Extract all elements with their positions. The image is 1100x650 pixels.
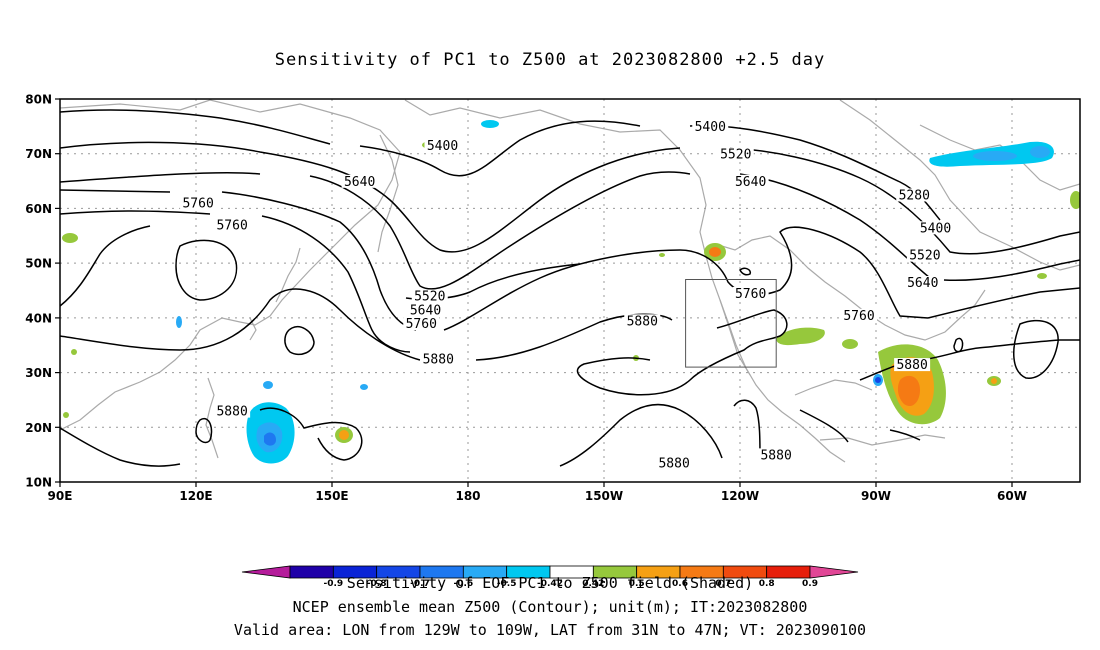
colorbar-arrow-high [809,565,859,579]
contour-label: 5520 [720,147,751,162]
colorbar-tick-label: -0.6 [453,579,473,589]
contour-label-bg [214,218,251,232]
contour-label: 5880 [760,448,791,463]
caption-valid-area: Valid area: LON from 129W to 109W, LAT f… [233,621,867,639]
contour-label-bg [656,456,693,470]
contour-label: 5760 [182,197,213,212]
lat-label: 50N [25,257,52,271]
contour-label: 5640 [907,276,938,291]
contour-label: 5640 [410,303,441,318]
plot-frame [59,98,1081,483]
contour-label-bg [732,286,769,300]
lon-label: 90W [861,489,891,503]
contour-label: 5760 [406,317,437,332]
contour-label: 5880 [658,457,689,472]
colorbar-tick-label: -0.8 [367,579,387,589]
contour-label-bg [732,174,769,188]
contour-label-bg [407,303,444,317]
contour-label: 5280 [899,188,930,203]
contour-label-bg [403,317,440,331]
contour-5760-high [175,239,238,301]
latitude-labels: 80N 70N 60N 50N 40N 30N 20N 10N [25,93,52,490]
contour-label: 5520 [909,249,940,264]
contour-5760 [60,189,171,193]
contour-label: 5400 [427,139,458,154]
colorbar-tick-label: -0.42 [537,579,563,589]
colorbar: -0.9 -0.8 -0.7 -0.6 -0.5 -0.42 0.42 0.5 0.6 0.7 0.… [241,565,859,589]
contour-label: 5760 [843,309,874,324]
contour-label-bg [180,196,217,210]
lon-label: 120E [179,489,212,503]
lon-label: 90E [48,489,73,503]
contour-label-bg [624,314,661,328]
valid-area-box [685,279,777,368]
colorbar-tick-label: -0.9 [323,579,343,589]
lon-label: 150E [315,489,348,503]
contour-label: 5640 [735,175,766,190]
contour-label-bg [917,221,954,235]
longitude-labels: 90E 120E 150E 180 150W 120W 90W 60W [48,489,1027,503]
lat-label: 10N [25,476,52,490]
contour-label: 5760 [216,219,247,234]
lat-label: 80N [25,93,52,107]
contour-label: 5880 [896,358,927,373]
graticule [60,99,1080,482]
contour-label-bg [424,139,461,153]
contour-label: 5400 [695,120,726,135]
contour-label: 5520 [414,290,445,305]
lon-label: 60W [997,489,1027,503]
lat-label: 70N [25,147,52,161]
contour-label-bg [341,174,378,188]
colorbar-tick-label: 0.9 [802,579,818,589]
contour-label-bg [841,308,877,322]
z500-contours [60,109,1080,467]
lon-label: 150W [585,489,623,503]
lat-label: 20N [25,421,52,435]
axis-ticks [55,98,1013,487]
contour-label-bg [758,448,795,462]
contour-label-bg [420,352,457,366]
contour-label-bg [896,188,933,202]
contour-5640 [60,171,261,183]
colorbar-tick-label: 0.8 [759,579,775,589]
colorbar-tick-label: 0.7 [715,579,731,589]
lat-label: 30N [25,366,52,380]
lat-label: 40N [25,311,52,325]
contour-label-bg [894,358,931,372]
contour-5880 [60,225,151,307]
contour-label: 5880 [423,353,454,368]
caption-contour: NCEP ensemble mean Z500 (Contour); unit(… [292,598,808,616]
map-title: Sensitivity of PC1 to Z500 at 2023082800… [274,50,826,70]
contour-label: 5640 [344,175,375,190]
colorbar-tick-label: -0.7 [410,579,430,589]
lon-label: 180 [455,489,480,503]
lat-label: 60N [25,202,52,216]
contour-label-bg [717,147,754,161]
shading-us-positive [776,327,825,346]
contour-label: 5880 [627,314,658,329]
contour-label-bg [906,248,943,262]
contour-label-bg [904,276,941,290]
caption-shading: Sensitivity of EOF PC1 to Z500 field (Sh… [346,574,754,592]
coastlines [60,99,1080,463]
contour-label-bg [411,289,448,303]
contour-label-bg [214,404,251,418]
colorbar-tick-label: 0.5 [629,579,645,589]
contour-label: 5880 [216,405,247,420]
contour-label: 5400 [920,221,951,236]
contour-label: 5760 [735,287,766,302]
contour-label-bg [692,120,729,134]
lon-label: 120W [721,489,759,503]
colorbar-tick-label: 0.6 [672,579,688,589]
sensitivity-shading [62,120,1080,464]
contour-5400-west [60,109,331,145]
colorbar-tick-label: -0.5 [497,579,517,589]
contour-5520 [60,141,681,253]
colorbar-tick-label: 0.42 [582,579,604,589]
